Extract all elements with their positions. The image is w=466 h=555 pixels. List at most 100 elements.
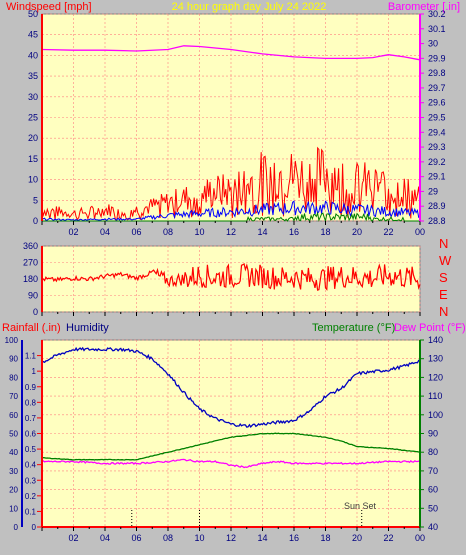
windspeed-gust-line — [41, 146, 421, 221]
x-tick-label: 14 — [257, 533, 267, 543]
rainfall-axis-title: Rainfall (.in) — [2, 322, 61, 334]
direction-y-tick-label: 270 — [23, 258, 38, 268]
x-tick-label: 08 — [163, 533, 173, 543]
x-tick-label: 20 — [352, 227, 362, 237]
rain-y-tick-label: 0.9 — [25, 383, 37, 392]
humidity-axis-title: Humidity — [66, 322, 109, 334]
rain-y-tick-label: 1 — [32, 367, 37, 376]
humidity-y-tick-label: 80 — [9, 373, 18, 382]
baro-y-tick-label: 29.3 — [428, 142, 446, 152]
sunset-label: Sun Set — [344, 501, 377, 511]
baro-y-tick-label: 29 — [428, 186, 438, 196]
humidity-y-tick-label: 90 — [9, 355, 18, 364]
temp-y-tick-label: 120 — [428, 372, 443, 382]
humidity-y-tick-label: 60 — [9, 411, 18, 420]
baro-y-tick-label: 29.1 — [428, 172, 446, 182]
x-tick-label: 04 — [100, 533, 110, 543]
direction-y-tick-label: 360 — [23, 241, 38, 251]
rain-y-tick-label: 0.6 — [25, 430, 37, 439]
temp-y-tick-label: 60 — [428, 485, 438, 495]
direction-letter: N — [439, 236, 448, 251]
temp-y-tick-label: 100 — [428, 410, 443, 420]
rain-y-tick-label: 0.1 — [25, 507, 37, 516]
temperature-line — [41, 432, 421, 461]
rain-y-tick-label: 1.1 — [25, 352, 37, 361]
humidity-y-tick-label: 50 — [9, 430, 18, 439]
wind-y-tick-label: 0 — [33, 216, 38, 226]
temp-y-tick-label: 90 — [428, 429, 438, 439]
baro-y-tick-label: 29.7 — [428, 83, 446, 93]
windspeed-axis-title: Windspeed [mph] — [6, 1, 92, 13]
baro-y-tick-label: 29.6 — [428, 98, 446, 108]
temp-y-tick-label: 70 — [428, 466, 438, 476]
baro-y-tick-label: 29.9 — [428, 53, 446, 63]
x-tick-label: 00 — [415, 533, 425, 543]
direction-letter: E — [439, 287, 448, 302]
x-tick-label: 18 — [320, 227, 330, 237]
windspeed-avg-line — [42, 200, 420, 221]
temp-y-tick-label: 50 — [428, 503, 438, 513]
temperature-axis-title: Temperature (°F) — [312, 322, 395, 334]
humidity-y-tick-label: 100 — [5, 336, 19, 345]
wind-y-tick-label: 15 — [28, 154, 38, 164]
x-tick-label: 10 — [194, 227, 204, 237]
barometer-axis-title: Barometer [.in] — [388, 1, 460, 13]
x-tick-label: 18 — [320, 533, 330, 543]
x-tick-label: 14 — [257, 227, 267, 237]
direction-y-tick-label: 180 — [23, 274, 38, 284]
direction-y-tick-label: 0 — [33, 307, 38, 317]
x-tick-label: 06 — [131, 227, 141, 237]
baro-y-tick-label: 29.4 — [428, 127, 446, 137]
rain-y-tick-label: 0.8 — [25, 398, 37, 407]
humidity-line — [41, 346, 421, 428]
rain-y-tick-label: 0.7 — [25, 414, 37, 423]
x-tick-label: 10 — [194, 533, 204, 543]
rain-y-tick-label: 0.5 — [25, 445, 37, 454]
baro-y-tick-label: 30 — [428, 39, 438, 49]
x-tick-label: 16 — [289, 227, 299, 237]
wind-y-tick-label: 50 — [28, 9, 38, 19]
humidity-y-tick-label: 10 — [9, 504, 18, 513]
direction-y-tick-label: 90 — [28, 291, 38, 301]
humidity-y-tick-label: 30 — [9, 467, 18, 476]
direction-letter: W — [439, 253, 452, 268]
baro-y-tick-label: 30.1 — [428, 24, 446, 34]
direction-letter: N — [439, 304, 448, 319]
barometer-line — [41, 45, 421, 61]
temp-y-tick-label: 140 — [428, 335, 443, 345]
direction-letter: S — [439, 270, 448, 285]
chart-title: 24 hour graph day July 24 2022 — [172, 1, 327, 13]
wind-direction-line — [41, 262, 421, 291]
wind-y-tick-label: 35 — [28, 71, 38, 81]
rain-y-tick-label: 0.4 — [25, 461, 37, 470]
baro-y-tick-label: 30.2 — [428, 9, 446, 19]
temp-y-tick-label: 130 — [428, 354, 443, 364]
baro-y-tick-label: 29.2 — [428, 157, 446, 167]
dewpoint-axis-title: Dew Point (°F) — [394, 322, 466, 334]
x-tick-label: 22 — [383, 227, 393, 237]
x-tick-label: 02 — [68, 227, 78, 237]
rain-y-tick-label: 0.3 — [25, 476, 37, 485]
x-tick-label: 02 — [68, 533, 78, 543]
humidity-y-tick-label: 70 — [9, 392, 18, 401]
x-tick-label: 16 — [289, 533, 299, 543]
humidity-y-tick-label: 20 — [9, 486, 18, 495]
humidity-y-tick-label: 0 — [14, 523, 19, 532]
rain-y-tick-label: 0.2 — [25, 492, 37, 501]
x-tick-label: 12 — [226, 533, 236, 543]
x-tick-label: 08 — [163, 227, 173, 237]
temp-y-tick-label: 110 — [428, 391, 442, 401]
x-tick-label: 06 — [131, 533, 141, 543]
baro-y-tick-label: 28.8 — [428, 216, 446, 226]
temp-y-tick-label: 40 — [428, 522, 438, 532]
wind-y-tick-label: 20 — [28, 133, 38, 143]
wind-y-tick-label: 5 — [33, 195, 38, 205]
dewpoint-line — [41, 458, 420, 469]
baro-y-tick-label: 29.5 — [428, 113, 446, 123]
temp-y-tick-label: 80 — [428, 447, 438, 457]
baro-y-tick-label: 28.9 — [428, 201, 446, 211]
wind-y-tick-label: 45 — [28, 30, 38, 40]
baro-y-tick-label: 29.8 — [428, 68, 446, 78]
x-tick-label: 04 — [100, 227, 110, 237]
